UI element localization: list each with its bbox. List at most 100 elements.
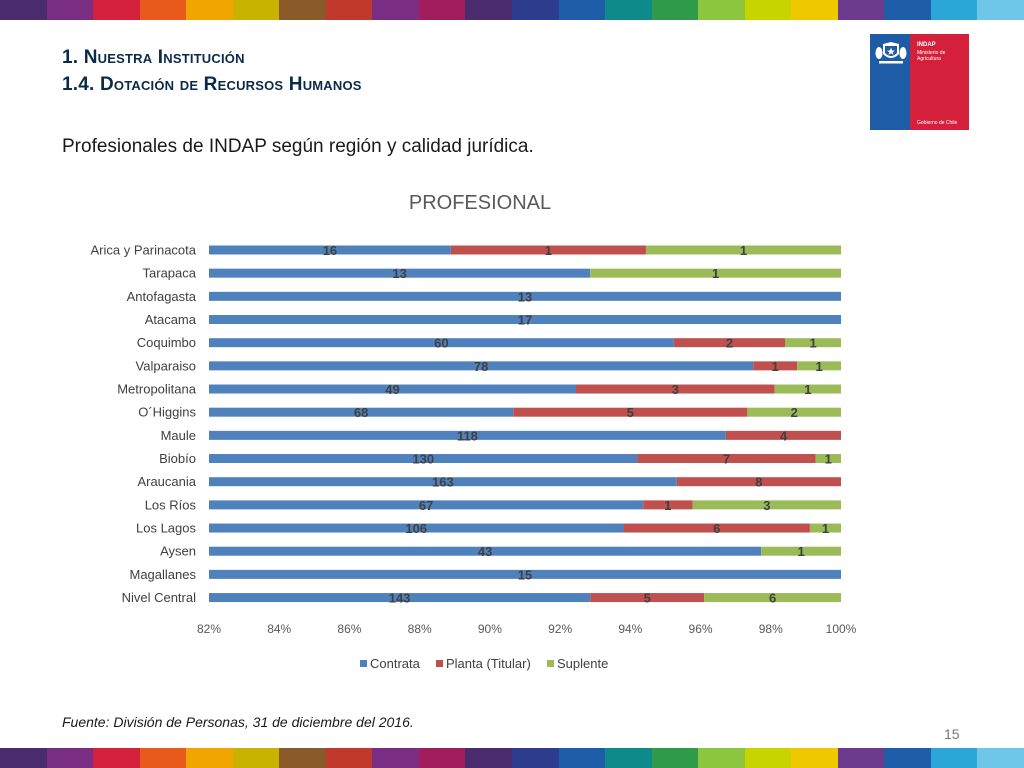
- data-label: 68: [354, 405, 368, 420]
- stripe-segment: [512, 748, 559, 768]
- data-label: 118: [457, 428, 478, 443]
- bar-segment: [747, 407, 841, 417]
- category-label: Magallanes: [130, 567, 197, 582]
- data-label: 130: [412, 452, 434, 467]
- stripe-segment: [651, 748, 699, 768]
- data-label: 1: [815, 359, 822, 374]
- stripe-segment: [46, 748, 94, 768]
- logo-subtitle: Ministerio de Agricultura: [917, 50, 946, 62]
- stripe-segment: [884, 748, 931, 768]
- x-tick-label: 90%: [478, 622, 502, 636]
- bottom-color-stripe: [0, 748, 1024, 768]
- data-label: 78: [474, 359, 488, 374]
- data-label: 143: [389, 591, 411, 606]
- bar-segment: [761, 546, 841, 556]
- x-tick-label: 96%: [689, 622, 713, 636]
- bar-segment: [209, 315, 841, 325]
- bar-segment: [209, 523, 624, 533]
- stripe-segment: [46, 0, 94, 20]
- stripe-segment: [139, 748, 187, 768]
- category-label: Coquimbo: [137, 335, 196, 350]
- stripe-segment: [418, 0, 466, 20]
- bar-segment: [643, 500, 693, 510]
- data-label: 49: [385, 382, 399, 397]
- bar-segment: [209, 268, 591, 278]
- bar-segment: [704, 593, 841, 603]
- bar-segment: [209, 291, 841, 301]
- stripe-segment: [232, 748, 280, 768]
- bar-segment: [673, 338, 786, 348]
- stripe-segment: [325, 748, 373, 768]
- legend-label: Planta (Titular): [446, 656, 531, 671]
- stripe-segment: [651, 0, 699, 20]
- x-tick-label: 92%: [548, 622, 572, 636]
- stripe-segment: [93, 0, 140, 20]
- stripe-segment: [139, 0, 187, 20]
- stripe-segment: [558, 0, 606, 20]
- data-label: 1: [804, 382, 811, 397]
- legend-label: Contrata: [370, 656, 421, 671]
- stripe-segment: [837, 748, 885, 768]
- bar-segment: [209, 593, 591, 603]
- bar-segment: [209, 500, 644, 510]
- legend-swatch: [436, 660, 443, 667]
- data-label: 13: [392, 266, 406, 281]
- stripe-segment: [372, 0, 419, 20]
- data-label: 2: [791, 405, 798, 420]
- stripe-segment: [744, 0, 792, 20]
- stripe-segment: [93, 748, 140, 768]
- bar-segment: [797, 361, 841, 371]
- stripe-segment: [0, 0, 47, 20]
- bar-segment: [590, 268, 841, 278]
- category-label: Los Lagos: [136, 521, 196, 536]
- data-label: 1: [664, 498, 671, 513]
- stripe-segment: [372, 748, 419, 768]
- stripe-segment: [930, 0, 978, 20]
- stripe-segment: [465, 0, 513, 20]
- data-label: 3: [763, 498, 770, 513]
- bar-segment: [576, 384, 775, 394]
- x-tick-label: 98%: [759, 622, 783, 636]
- stripe-segment: [698, 748, 745, 768]
- data-label: 60: [434, 336, 448, 351]
- bar-segment: [209, 569, 841, 579]
- stripe-segment: [977, 748, 1024, 768]
- bar-segment: [753, 361, 798, 371]
- data-label: 67: [419, 498, 433, 513]
- category-label: Valparaiso: [136, 358, 196, 373]
- bar-segment: [209, 384, 577, 394]
- logo-government: Gobierno de Chile: [917, 120, 958, 126]
- coat-of-arms-icon: [875, 42, 907, 64]
- bar-segment: [623, 523, 810, 533]
- bar-segment: [815, 454, 841, 464]
- stripe-segment: [186, 0, 233, 20]
- indap-logo: INDAP Ministerio de Agricultura Gobierno…: [870, 34, 969, 130]
- x-tick-label: 94%: [618, 622, 642, 636]
- stripe-segment: [232, 0, 280, 20]
- logo-red-panel: [910, 34, 969, 130]
- stripe-segment: [744, 748, 792, 768]
- data-label: 106: [405, 521, 427, 536]
- data-label: 1: [825, 452, 832, 467]
- legend-swatch: [360, 660, 367, 667]
- category-label: Araucania: [137, 474, 196, 489]
- bar-segment: [209, 546, 762, 556]
- category-label: Metropolitana: [117, 382, 197, 397]
- stripe-segment: [791, 0, 838, 20]
- data-label: 7: [723, 452, 730, 467]
- stripe-segment: [791, 748, 838, 768]
- bar-segment: [209, 407, 514, 417]
- bar-segment: [209, 245, 451, 255]
- category-label: Arica y Parinacota: [91, 243, 197, 258]
- x-tick-label: 86%: [337, 622, 361, 636]
- stripe-segment: [279, 748, 326, 768]
- data-label: 1: [545, 243, 552, 258]
- bar-segment: [209, 477, 677, 487]
- category-label: Maule: [161, 428, 196, 443]
- data-label: 6: [769, 591, 776, 606]
- data-label: 1: [797, 544, 804, 559]
- stripe-segment: [512, 0, 559, 20]
- stripe-segment: [186, 748, 233, 768]
- category-label: Nivel Central: [122, 590, 197, 605]
